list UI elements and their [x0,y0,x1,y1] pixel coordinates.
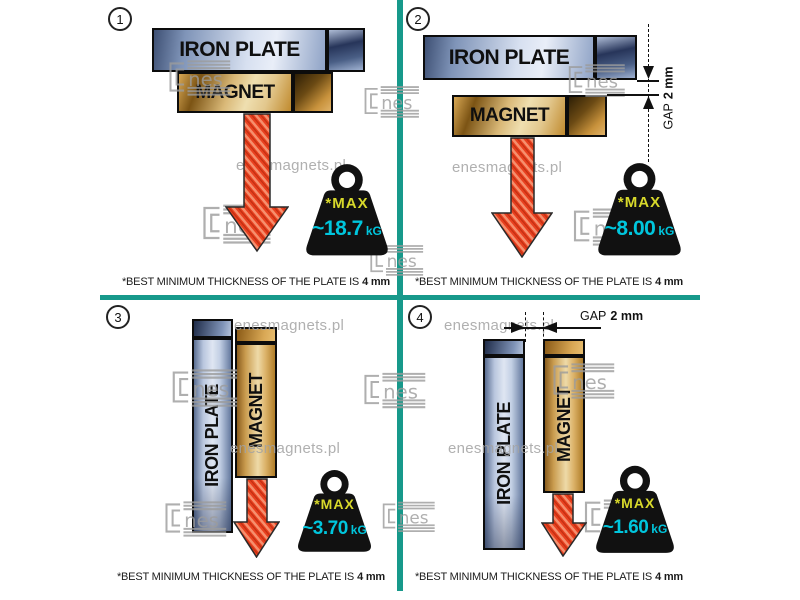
iron-plate-body [192,338,233,533]
max-value-number: ~1.60 [602,516,649,538]
gap-label: GAP 2 mm [656,55,682,141]
enes-logo-icon [168,362,240,412]
gap-arrow-down-icon [643,66,654,79]
iron-plate-body [483,356,525,550]
panel-number-text: 4 [416,309,424,325]
magnet-label: MAGNET [245,373,266,448]
pull-arrow-icon [491,137,553,258]
panel-number-text: 1 [116,11,124,27]
max-value-unit: kG [651,521,668,536]
iron-plate-label: IRON PLATE [179,38,300,61]
weight-icon: *MAX ~8.00 kG [596,161,683,259]
max-value-number: ~3.70 [302,518,348,540]
caption-text: *BEST MINIMUM THICKNESS OF THE PLATE IS [414,571,653,583]
max-value-unit: kG [350,523,367,538]
max-value: ~8.00 kG [596,217,683,241]
pull-arrow-icon [225,113,289,253]
caption: *BEST MINIMUM THICKNESS OF THE PLATE IS 4… [100,276,412,288]
gap-value: 2 mm [662,66,676,100]
caption: *BEST MINIMUM THICKNESS OF THE PLATE IS 4… [395,571,703,583]
panel-number: 2 [406,7,430,31]
weight-icon: *MAX ~18.7 kG [304,162,390,259]
gap-dimension-line [648,24,649,162]
pull-arrow-icon [541,493,587,557]
iron-plate-top [483,339,525,356]
iron-plate-top [192,319,233,338]
max-value-unit: kG [365,224,382,239]
caption: *BEST MINIMUM THICKNESS OF THE PLATE IS 4… [399,276,699,288]
magnet-top [543,339,585,356]
magnet-label: MAGNET [469,105,550,126]
max-value: ~3.70 kG [296,518,373,540]
magnet-side [567,95,607,137]
magnet-front [452,95,567,137]
watermark-url: enesmagnets.pl [444,317,555,334]
gap-arrow-right-icon [511,322,525,333]
weight-icon: *MAX ~3.70 kG [296,464,373,559]
caption-text: *BEST MINIMUM THICKNESS OF THE PLATE IS [414,276,653,288]
enes-logo-icon [360,367,428,412]
watermark-url: enesmagnets.pl [230,440,341,457]
divider-horizontal [100,295,700,300]
iron-plate-label: IRON PLATE [448,45,570,69]
max-value-number: ~8.00 [604,216,656,240]
panel-number: 1 [108,7,132,31]
gap-arrow-up-icon [643,96,654,109]
pull-arrow-icon [233,478,280,558]
gap-extension-line [637,80,659,82]
panel-number-text: 2 [414,11,422,27]
max-label: *MAX [614,494,656,511]
max-label: *MAX [325,194,369,212]
iron-plate-front [152,28,327,72]
caption-text: *BEST MINIMUM THICKNESS OF THE PLATE IS [121,276,360,288]
magnet-body [235,343,277,478]
gap-value: 2 mm [610,309,644,323]
watermark-url: enesmagnets.pl [448,440,559,457]
caption-bold: 4 mm [655,276,684,288]
max-value-number: ~18.7 [312,217,363,241]
max-label: *MAX [314,496,355,513]
enes-logo-icon [550,62,642,97]
caption-bold: 4 mm [655,571,684,583]
caption-bold: 4 mm [362,276,391,288]
gap-word: GAP [580,309,607,323]
caption-text: *BEST MINIMUM THICKNESS OF THE PLATE IS [116,571,355,583]
weight-icon: *MAX ~1.60 kG [594,462,676,558]
max-value: ~18.7 kG [304,217,390,241]
max-value-unit: kG [658,223,675,238]
gap-extension-line [607,94,659,96]
caption-bold: 4 mm [357,571,386,583]
panel-number-text: 3 [114,309,122,325]
magnet-top [235,327,277,343]
max-label: *MAX [617,194,662,212]
magnet-side [293,72,333,113]
enes-logo-icon [354,84,428,118]
max-value: ~1.60 kG [594,517,676,539]
iron-plate-side [327,28,365,72]
enes-logo-icon [156,499,234,537]
watermark-url: enesmagnets.pl [234,317,345,334]
panel-number: 4 [408,305,432,329]
enes-logo-icon [379,492,437,540]
iron-plate-front [423,35,595,80]
caption: *BEST MINIMUM THICKNESS OF THE PLATE IS 4… [95,571,407,583]
gap-arrow-left-icon [543,322,557,333]
gap-word: GAP [662,103,676,130]
panel-number: 3 [106,305,130,329]
enes-logo-icon [164,58,234,96]
enes-logo-icon [543,361,623,399]
